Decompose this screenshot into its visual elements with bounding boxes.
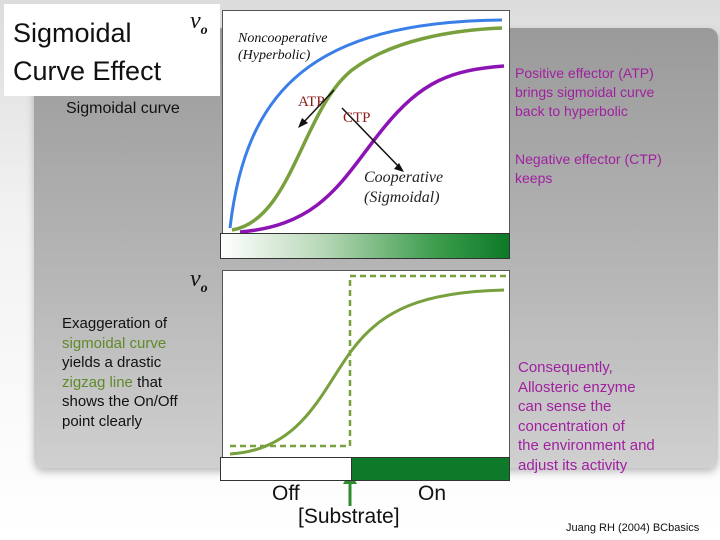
sigmoidal-curve-label: Sigmoidal curve — [66, 100, 180, 117]
bottom-vo-label: vo — [190, 266, 208, 296]
top-plot-curves — [228, 18, 505, 234]
top-vo-label: vo — [190, 8, 208, 38]
hyperbolic-curve — [228, 18, 503, 229]
slide-title: Sigmoidal Curve Effect — [13, 14, 213, 90]
footer-credit: Juang RH (2004) BCbasics — [566, 522, 700, 534]
exaggeration-note: Exaggeration of sigmoidal curve yields a… — [62, 315, 178, 430]
off-bar — [220, 457, 352, 481]
on-label: On — [418, 482, 447, 505]
ctp-label: CTP — [343, 110, 371, 126]
top-substrate-gradient-bar — [220, 233, 510, 259]
sigmoidal-curve — [231, 26, 503, 232]
substrate-label: [Substrate] — [298, 505, 400, 528]
cooperative-label: Cooperative (Sigmoidal) — [364, 169, 444, 206]
on-bar — [351, 457, 510, 481]
atp-arrowhead — [298, 118, 308, 128]
title-line-1: Sigmoidal — [13, 18, 132, 48]
title-line-2: Curve Effect — [13, 56, 162, 86]
title-box: Sigmoidal Curve Effect — [4, 4, 220, 96]
positive-effector-note: Positive effector (ATP) brings sigmoidal… — [515, 65, 655, 119]
atp-label: ATP — [298, 94, 325, 110]
bottom-sigmoidal-curve — [229, 288, 505, 456]
bottom-plot-curves — [229, 274, 506, 506]
bottom-plot-area — [222, 270, 510, 458]
top-plot-area — [222, 10, 510, 234]
off-label: Off — [272, 482, 300, 505]
negative-effector-note: Negative effector (CTP) keeps — [515, 151, 662, 186]
ctp-arrow — [341, 107, 401, 169]
ctp-arrowhead — [394, 163, 404, 172]
noncooperative-label: Noncooperative (Hyperbolic) — [238, 31, 328, 63]
consequence-note: Consequently, Allosteric enzyme can sens… — [518, 359, 655, 474]
ctp-curve — [239, 64, 505, 234]
zigzag-line — [230, 274, 506, 448]
atp-arrow — [301, 89, 335, 125]
